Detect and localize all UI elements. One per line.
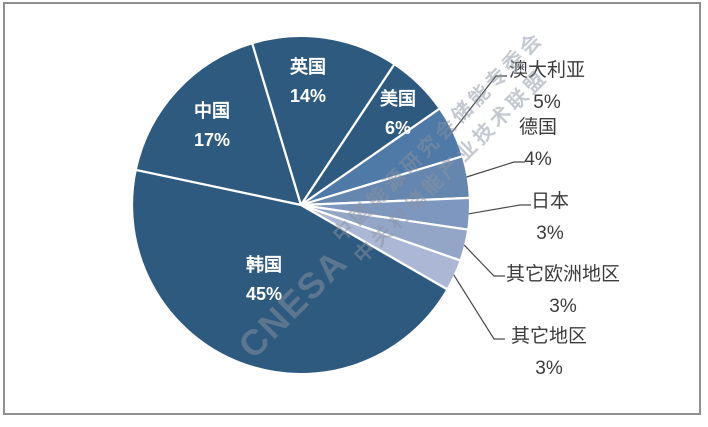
leader-line xyxy=(451,75,507,133)
leader-line xyxy=(468,204,531,215)
pie-slice xyxy=(251,34,396,207)
pie-slice xyxy=(134,42,303,207)
pie-slice xyxy=(130,168,449,376)
leader-line xyxy=(453,274,505,340)
leader-line xyxy=(463,244,505,277)
leader-line xyxy=(466,161,525,178)
